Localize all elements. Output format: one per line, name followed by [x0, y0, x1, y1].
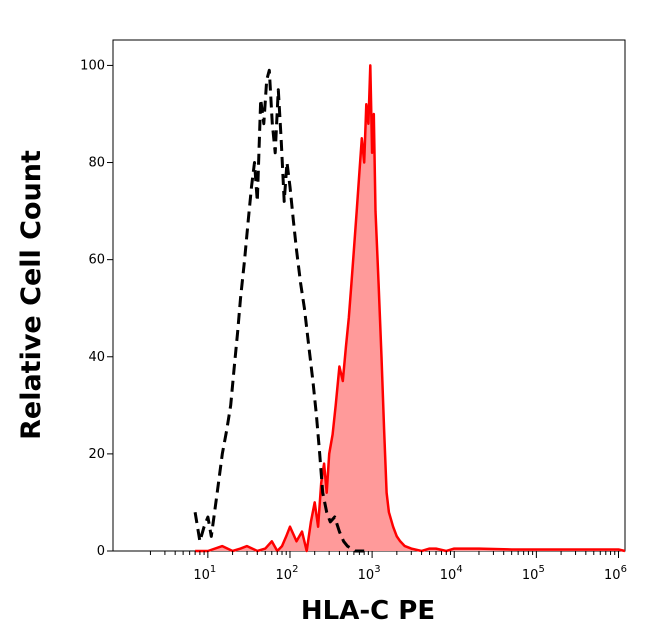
x-tick-label: 106 — [604, 564, 627, 583]
x-tick-label: 102 — [276, 564, 299, 583]
y-tick-label: 100 — [80, 58, 105, 73]
x-tick-label: 101 — [193, 564, 216, 583]
series-1-line — [195, 64, 626, 553]
x-tick-label: 105 — [522, 564, 545, 583]
x-tick-label: 104 — [440, 564, 463, 583]
x-axis-title: HLA-C PE — [301, 596, 435, 626]
y-tick-label: 40 — [88, 350, 105, 365]
y-tick-label: 20 — [88, 447, 105, 462]
y-axis-title: Relative Cell Count — [16, 150, 47, 440]
y-tick-label: 0 — [97, 544, 105, 559]
x-tick-label: 103 — [358, 564, 381, 583]
series-0-line — [193, 68, 365, 553]
y-tick-label: 60 — [88, 253, 105, 268]
y-tick-label: 80 — [88, 156, 105, 171]
